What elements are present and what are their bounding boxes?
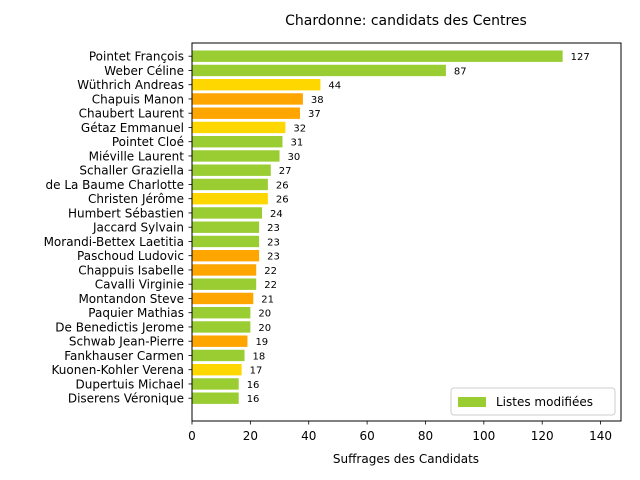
bar — [192, 93, 303, 105]
category-label: Diserens Véronique — [68, 392, 184, 406]
category-label: Montandon Steve — [78, 292, 184, 306]
value-label: 23 — [267, 252, 280, 263]
x-tick-label: 80 — [418, 429, 433, 443]
category-label: Paschoud Ludovic — [77, 249, 184, 263]
bar — [192, 221, 260, 233]
x-tick-label: 120 — [531, 429, 554, 443]
category-label: Christen Jérôme — [88, 192, 184, 206]
bar — [192, 107, 300, 119]
legend: Listes modifiées — [450, 387, 616, 416]
bar — [192, 193, 268, 205]
value-label: 26 — [276, 195, 289, 206]
x-tick-label: 100 — [472, 429, 495, 443]
bar — [192, 250, 260, 262]
category-label: Humbert Sébastien — [68, 206, 184, 220]
value-label: 17 — [250, 366, 263, 377]
category-label: Pointet François — [89, 50, 184, 64]
value-label: 38 — [311, 95, 324, 106]
category-label: Wüthrich Andreas — [77, 78, 184, 92]
category-label: Jaccard Sylvain — [92, 221, 184, 235]
category-label: de La Baume Charlotte — [46, 178, 185, 192]
bar — [192, 64, 446, 77]
legend-box — [450, 387, 616, 416]
bar — [192, 150, 280, 162]
value-label: 31 — [290, 138, 303, 149]
value-label: 27 — [279, 166, 292, 177]
category-label: Chappuis Isabelle — [78, 263, 184, 277]
bar — [192, 349, 245, 362]
value-label: 19 — [255, 337, 268, 348]
bar — [192, 121, 286, 134]
bar — [192, 392, 239, 404]
value-label: 87 — [454, 66, 467, 77]
value-label: 16 — [247, 394, 260, 405]
x-tick-label: 0 — [188, 429, 196, 443]
bar — [192, 292, 254, 305]
bar — [192, 278, 257, 290]
x-tick-label: 20 — [243, 429, 258, 443]
value-label: 20 — [258, 309, 271, 320]
value-label: 21 — [261, 294, 274, 305]
category-label: Morandi-Bettex Laetitia — [44, 235, 184, 249]
value-label: 44 — [328, 81, 341, 92]
category-label: Dupertuis Michael — [76, 377, 184, 391]
bar — [192, 335, 248, 347]
category-label: Kuonen-Kohler Verena — [52, 363, 185, 377]
bar — [192, 264, 257, 276]
x-tick-label: 60 — [359, 429, 374, 443]
category-label: Chaubert Laurent — [79, 107, 185, 121]
category-label: Paquier Mathias — [88, 306, 184, 320]
value-label: 127 — [571, 52, 590, 63]
bar — [192, 136, 283, 148]
category-label: Cavalli Virginie — [95, 278, 184, 292]
bar — [192, 364, 242, 376]
bar — [192, 307, 251, 319]
legend-label: Listes modifiées — [496, 395, 593, 409]
bar — [192, 378, 239, 390]
bar — [192, 207, 263, 219]
category-label: Miéville Laurent — [89, 149, 185, 163]
bar — [192, 178, 268, 191]
x-tick-label: 140 — [589, 429, 612, 443]
category-label: De Benedictis Jerome — [55, 320, 184, 334]
bar — [192, 164, 271, 176]
legend-swatch — [458, 397, 486, 407]
value-label: 22 — [264, 280, 277, 291]
x-tick-label: 40 — [301, 429, 316, 443]
category-label: Pointet Cloé — [112, 135, 184, 149]
chart-title: Chardonne: candidats des Centres — [285, 13, 527, 29]
value-label: 26 — [276, 180, 289, 191]
bar — [192, 321, 251, 333]
bar — [192, 235, 260, 248]
bar — [192, 50, 563, 62]
x-axis-label: Suffrages des Candidats — [333, 452, 479, 466]
value-label: 23 — [267, 223, 280, 234]
value-label: 30 — [288, 152, 301, 163]
bar — [192, 79, 321, 91]
value-label: 24 — [270, 209, 283, 220]
value-label: 23 — [267, 237, 280, 248]
value-label: 22 — [264, 266, 277, 277]
value-label: 20 — [258, 323, 271, 334]
category-label: Schwab Jean-Pierre — [69, 335, 184, 349]
x-ticks-group: 0 20 40 60 80 100 120 140 — [188, 421, 612, 443]
category-label: Schaller Graziella — [79, 164, 184, 178]
category-label: Chapuis Manon — [92, 92, 184, 106]
value-label: 37 — [308, 109, 321, 120]
value-label: 18 — [253, 351, 266, 362]
category-label: Weber Céline — [104, 64, 184, 78]
bars-group — [192, 50, 563, 404]
category-label: Fankhauser Carmen — [64, 349, 184, 363]
value-label: 32 — [293, 123, 306, 134]
category-label: Gétaz Emmanuel — [81, 121, 184, 135]
value-label: 16 — [247, 380, 260, 391]
plot-frame — [191, 42, 622, 422]
